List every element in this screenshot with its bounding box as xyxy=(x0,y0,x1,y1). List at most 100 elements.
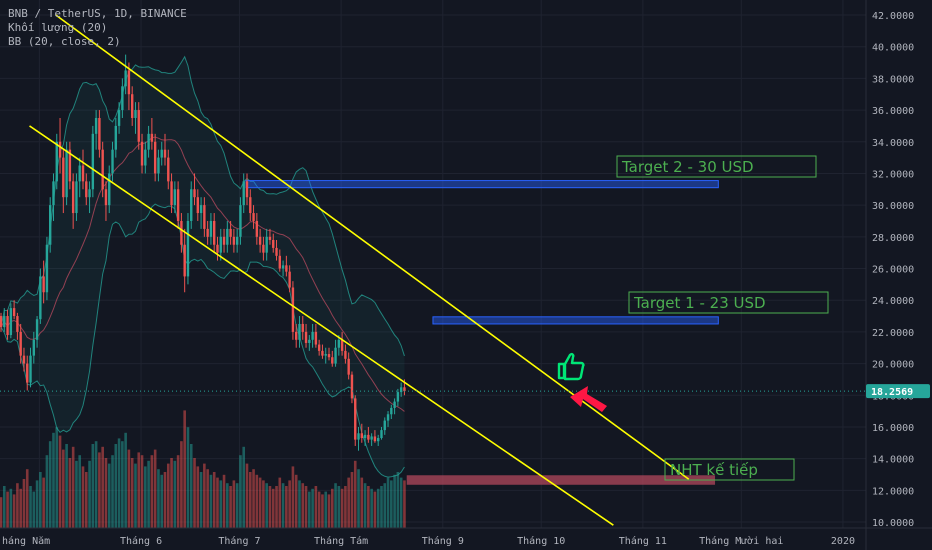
volume-bar xyxy=(334,483,337,528)
candle-body xyxy=(390,407,393,415)
volume-bar xyxy=(147,460,150,528)
volume-bar xyxy=(39,472,42,528)
y-tick-label: 42.0000 xyxy=(872,11,914,22)
candle-body xyxy=(94,117,98,134)
candle-body xyxy=(327,354,331,358)
bb-lower-line xyxy=(0,203,405,478)
volume-bar xyxy=(268,486,272,528)
volume-bar xyxy=(242,446,246,528)
volume-bar xyxy=(6,491,9,528)
candle-body xyxy=(347,358,350,375)
volume-bar xyxy=(29,486,32,528)
annotation-target-2: Target 2 - 30 USD xyxy=(616,155,817,178)
candle-body xyxy=(278,255,281,269)
candle-body xyxy=(157,157,160,174)
volume-bar xyxy=(308,491,311,528)
volume-bar xyxy=(265,483,268,528)
last-price-tag: 18.2569 xyxy=(866,384,930,399)
candle-body xyxy=(75,181,78,214)
volume-bar xyxy=(45,455,49,528)
candle-body xyxy=(252,213,255,221)
y-tick-label: 10.0000 xyxy=(872,518,914,529)
volume-bar xyxy=(189,444,193,528)
x-tick-label: 2020 xyxy=(831,536,855,547)
volume-bar xyxy=(222,474,226,528)
candle-body xyxy=(6,316,9,336)
volume-bar xyxy=(330,488,334,528)
volume-bar xyxy=(160,474,164,528)
volume-bar xyxy=(324,491,328,528)
volume-bar xyxy=(245,463,249,528)
candle-body xyxy=(268,236,272,240)
volume-bar xyxy=(153,449,157,528)
volume-bar xyxy=(311,488,314,528)
volume-bar xyxy=(52,432,55,528)
x-tick-label: Tháng 7 xyxy=(218,535,260,547)
candle-body xyxy=(35,319,39,340)
x-tick-label: Tháng 9 xyxy=(422,535,464,547)
candle-body xyxy=(199,205,203,214)
volume-bar xyxy=(127,449,131,528)
volume-bar xyxy=(0,497,3,528)
annotation-target-1: Target 1 - 23 USD xyxy=(628,291,829,314)
candle-body xyxy=(176,189,180,221)
candle-body xyxy=(370,436,373,440)
candle-body xyxy=(150,133,154,142)
volume-bar xyxy=(294,474,298,528)
volume-bar xyxy=(98,452,101,528)
candle-body xyxy=(144,149,147,166)
target-2-zone xyxy=(245,180,719,189)
candle-body xyxy=(167,157,170,182)
volume-bar xyxy=(370,488,373,528)
volume-bar xyxy=(193,458,196,528)
candle-body xyxy=(337,339,341,348)
candle-body xyxy=(275,247,278,256)
volume-bar xyxy=(304,486,308,528)
candle-body xyxy=(39,276,42,320)
volume-bar xyxy=(101,446,104,528)
candle-body xyxy=(357,433,360,440)
candle-body xyxy=(396,392,400,402)
volume-bar xyxy=(271,488,275,528)
volume-bar xyxy=(403,480,406,528)
candle-body xyxy=(226,228,229,245)
volume-bar xyxy=(396,472,400,528)
candle-body xyxy=(239,205,242,237)
candle-body xyxy=(121,86,124,111)
candle-body xyxy=(91,133,95,190)
candle-body xyxy=(249,197,252,214)
candle-body xyxy=(373,436,377,442)
y-tick-label: 16.0000 xyxy=(872,423,914,434)
candle-body xyxy=(78,165,81,182)
volume-bar xyxy=(91,444,95,528)
volume-bar xyxy=(399,477,403,528)
candle-body xyxy=(367,434,370,440)
volume-bar xyxy=(114,444,118,528)
candle-body xyxy=(29,355,32,383)
annotations: Target 2 - 30 USD Target 1 - 23 USD NHT … xyxy=(616,155,829,481)
candle-body xyxy=(363,434,367,439)
y-tick-label: 36.0000 xyxy=(872,106,914,117)
volume-bar xyxy=(337,486,341,528)
candle-body xyxy=(245,181,249,198)
volume-bar xyxy=(340,488,344,528)
volume-bar xyxy=(376,488,380,528)
y-tick-label: 22.0000 xyxy=(872,328,914,339)
candle-body xyxy=(49,205,52,245)
volume-bar xyxy=(78,455,82,528)
candle-body xyxy=(209,220,213,237)
candle-body xyxy=(196,197,199,214)
volume-bar xyxy=(62,449,65,528)
bb-indicator-label: BB (20, close, 2) xyxy=(8,35,121,48)
candle-body xyxy=(193,189,196,198)
candle-body xyxy=(235,236,239,245)
volume-bar xyxy=(157,469,160,528)
volume-bar xyxy=(219,480,223,528)
arrow-icon xyxy=(570,386,607,412)
candle-body xyxy=(26,363,29,383)
candle-body xyxy=(219,236,222,253)
candle-body xyxy=(393,401,396,408)
volume-bar xyxy=(390,480,393,528)
